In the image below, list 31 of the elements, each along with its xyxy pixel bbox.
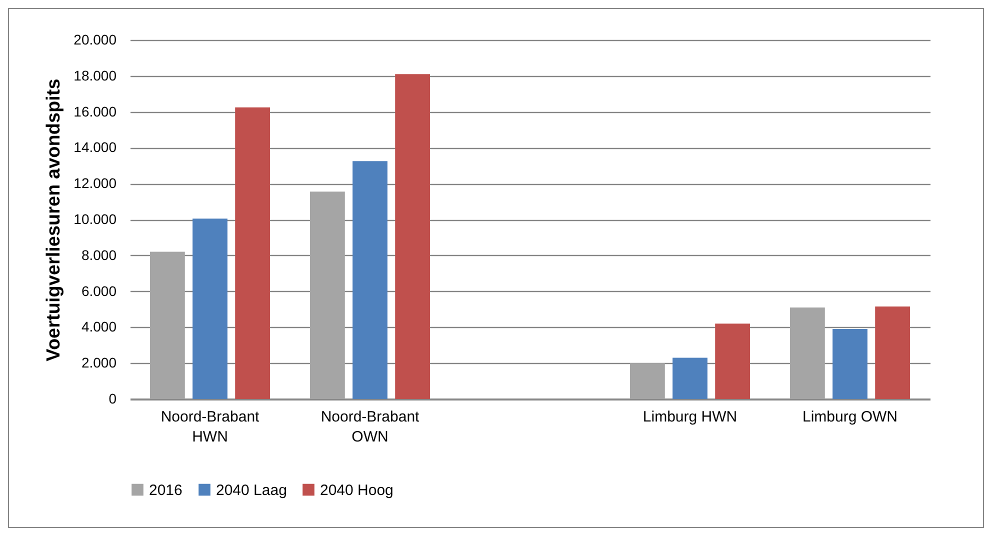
bar [310, 192, 345, 399]
y-tick-label: 20.000 [74, 32, 117, 48]
bar [150, 252, 185, 399]
y-tick-label: 14.000 [74, 139, 117, 156]
y-tick-label: 16.000 [74, 103, 117, 120]
y-tick-label: 4.000 [81, 318, 117, 335]
x-tick-label: Noord-Brabant OWN [320, 408, 420, 446]
y-tick-label: 12.000 [74, 175, 117, 192]
y-axis-title: Voertuigverliesuren avondspits [44, 78, 65, 362]
legend-label: 2040 Laag [216, 482, 287, 499]
bar [832, 328, 868, 399]
bar [790, 307, 825, 399]
bar [352, 161, 388, 399]
bar [235, 107, 270, 399]
bar [875, 306, 910, 399]
y-tick-label: 2.000 [81, 354, 117, 371]
y-tick-label: 6.000 [81, 282, 117, 299]
y-tick-label: 8.000 [81, 246, 117, 263]
bar [672, 358, 708, 399]
legend-label: 2040 Hoog [320, 482, 394, 499]
y-tick-label: 10.000 [74, 211, 117, 227]
legend-label: 2016 [149, 482, 182, 499]
x-tick-label: Noord-Brabant HWN [160, 408, 260, 446]
y-tick-label: 0 [108, 390, 117, 406]
bar [192, 218, 228, 399]
bar [715, 324, 750, 399]
bar [395, 74, 430, 399]
x-tick-label: Limburg OWN [802, 408, 898, 426]
x-tick-label: Limburg HWN [642, 408, 738, 426]
y-tick-label: 18.000 [74, 67, 117, 84]
bar [630, 363, 665, 399]
